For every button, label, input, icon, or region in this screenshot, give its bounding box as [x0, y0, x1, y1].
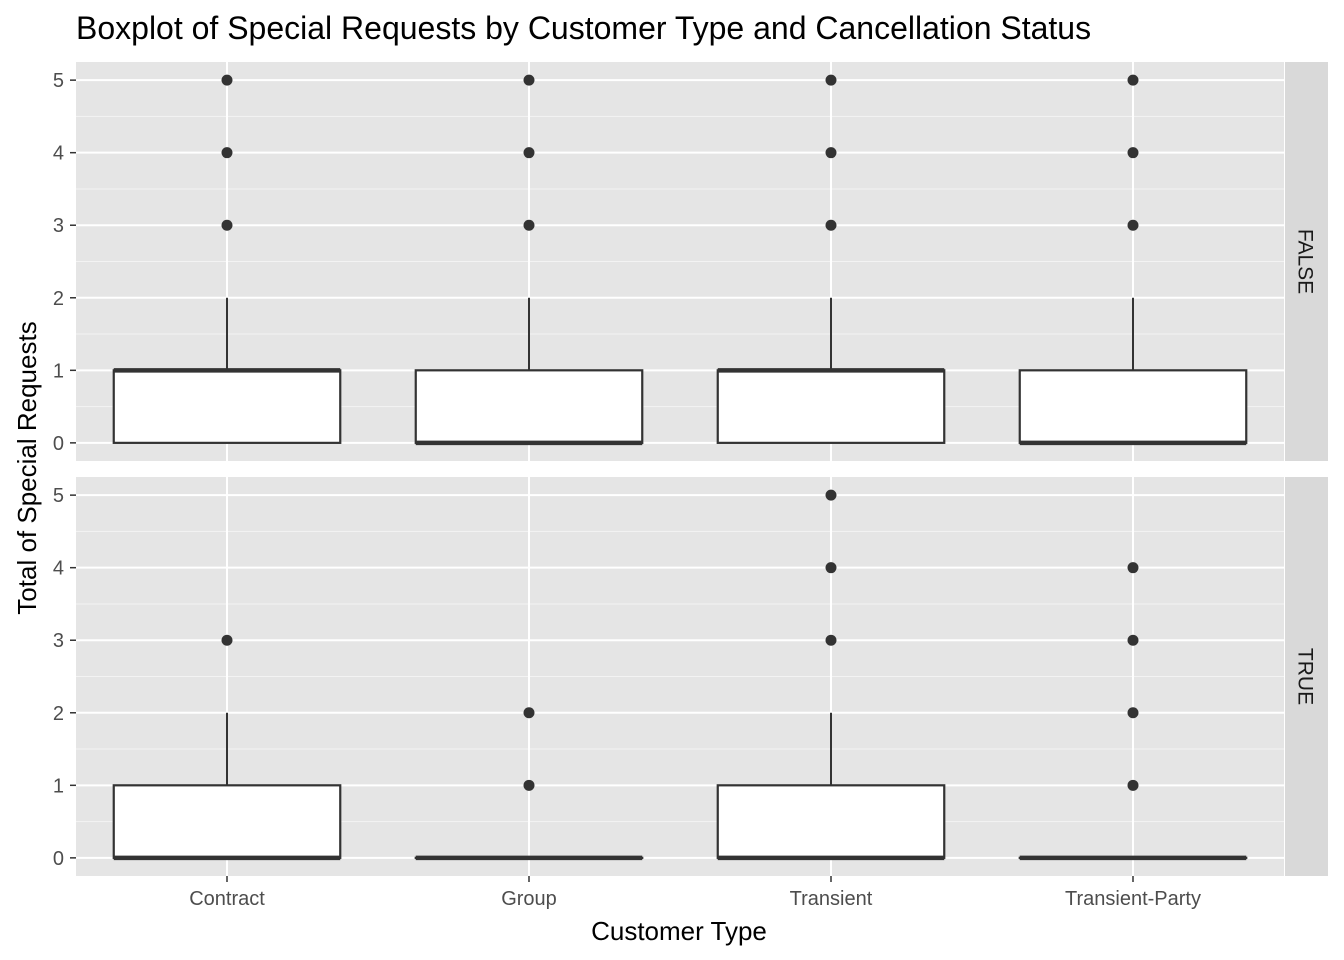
box-transient-party	[1018, 74, 1248, 446]
box-transient-party	[1018, 562, 1248, 861]
box-body	[1018, 369, 1248, 444]
outlier-point	[523, 219, 535, 231]
outlier-point	[1127, 562, 1139, 574]
outlier-point	[825, 147, 837, 159]
outlier-point	[1127, 634, 1139, 646]
y-tick-label: 2	[53, 288, 64, 310]
box-body	[716, 369, 946, 444]
facet-panel-false: 0 1 2 3 4 5 FALSE	[53, 62, 1328, 461]
outlier-point	[221, 74, 233, 86]
box-transient	[716, 489, 946, 861]
box-body	[112, 784, 342, 859]
outlier-point	[523, 74, 535, 86]
facet-strip-label: TRUE	[1294, 648, 1317, 705]
box-body	[414, 369, 644, 444]
y-tick-label: 0	[53, 848, 64, 870]
plot-area: 0 1 2 3 4 5 FALSE 0 1 2 3 4 5 TRUE Contract Group Transi…	[53, 62, 1328, 910]
box-contract	[112, 74, 342, 444]
x-tick-label: Contract	[189, 888, 265, 910]
outlier-point	[1127, 779, 1139, 791]
box-group	[414, 707, 644, 861]
outlier-point	[523, 779, 535, 791]
box-transient	[716, 74, 946, 444]
outlier-point	[1127, 147, 1139, 159]
y-tick-label: 5	[53, 485, 64, 507]
x-axis-title: Customer Type	[591, 916, 767, 946]
y-tick-label: 3	[53, 215, 64, 237]
outlier-point	[825, 219, 837, 231]
outlier-point	[825, 634, 837, 646]
y-tick-label: 2	[53, 703, 64, 725]
facet-strip-label: FALSE	[1294, 229, 1317, 294]
facet-panel-true: 0 1 2 3 4 5 TRUE	[53, 477, 1328, 876]
y-tick-label: 4	[53, 558, 64, 580]
box-body	[112, 369, 342, 444]
outlier-point	[221, 634, 233, 646]
facet-strip	[1285, 477, 1328, 876]
outlier-point	[1127, 707, 1139, 719]
box-group	[414, 74, 644, 446]
y-tick-label: 5	[53, 70, 64, 92]
y-tick-label: 0	[53, 433, 64, 455]
box-body	[716, 784, 946, 859]
outlier-point	[523, 707, 535, 719]
x-tick-label: Transient-Party	[1065, 888, 1201, 910]
outlier-point	[825, 489, 837, 501]
outlier-point	[1127, 219, 1139, 231]
outlier-point	[1127, 74, 1139, 86]
outlier-point	[221, 219, 233, 231]
x-tick-label: Group	[501, 888, 557, 910]
y-axis-title: Total of Special Requests	[12, 321, 42, 614]
outlier-point	[523, 147, 535, 159]
outlier-point	[825, 562, 837, 574]
box-contract	[112, 634, 342, 861]
y-tick-label: 1	[53, 360, 64, 382]
x-tick-label: Transient	[790, 888, 873, 910]
facet-strip	[1285, 62, 1328, 461]
chart-title: Boxplot of Special Requests by Customer …	[76, 10, 1091, 46]
y-tick-label: 3	[53, 630, 64, 652]
outlier-point	[221, 147, 233, 159]
y-tick-label: 4	[53, 143, 64, 165]
outlier-point	[825, 74, 837, 86]
y-tick-label: 1	[53, 775, 64, 797]
